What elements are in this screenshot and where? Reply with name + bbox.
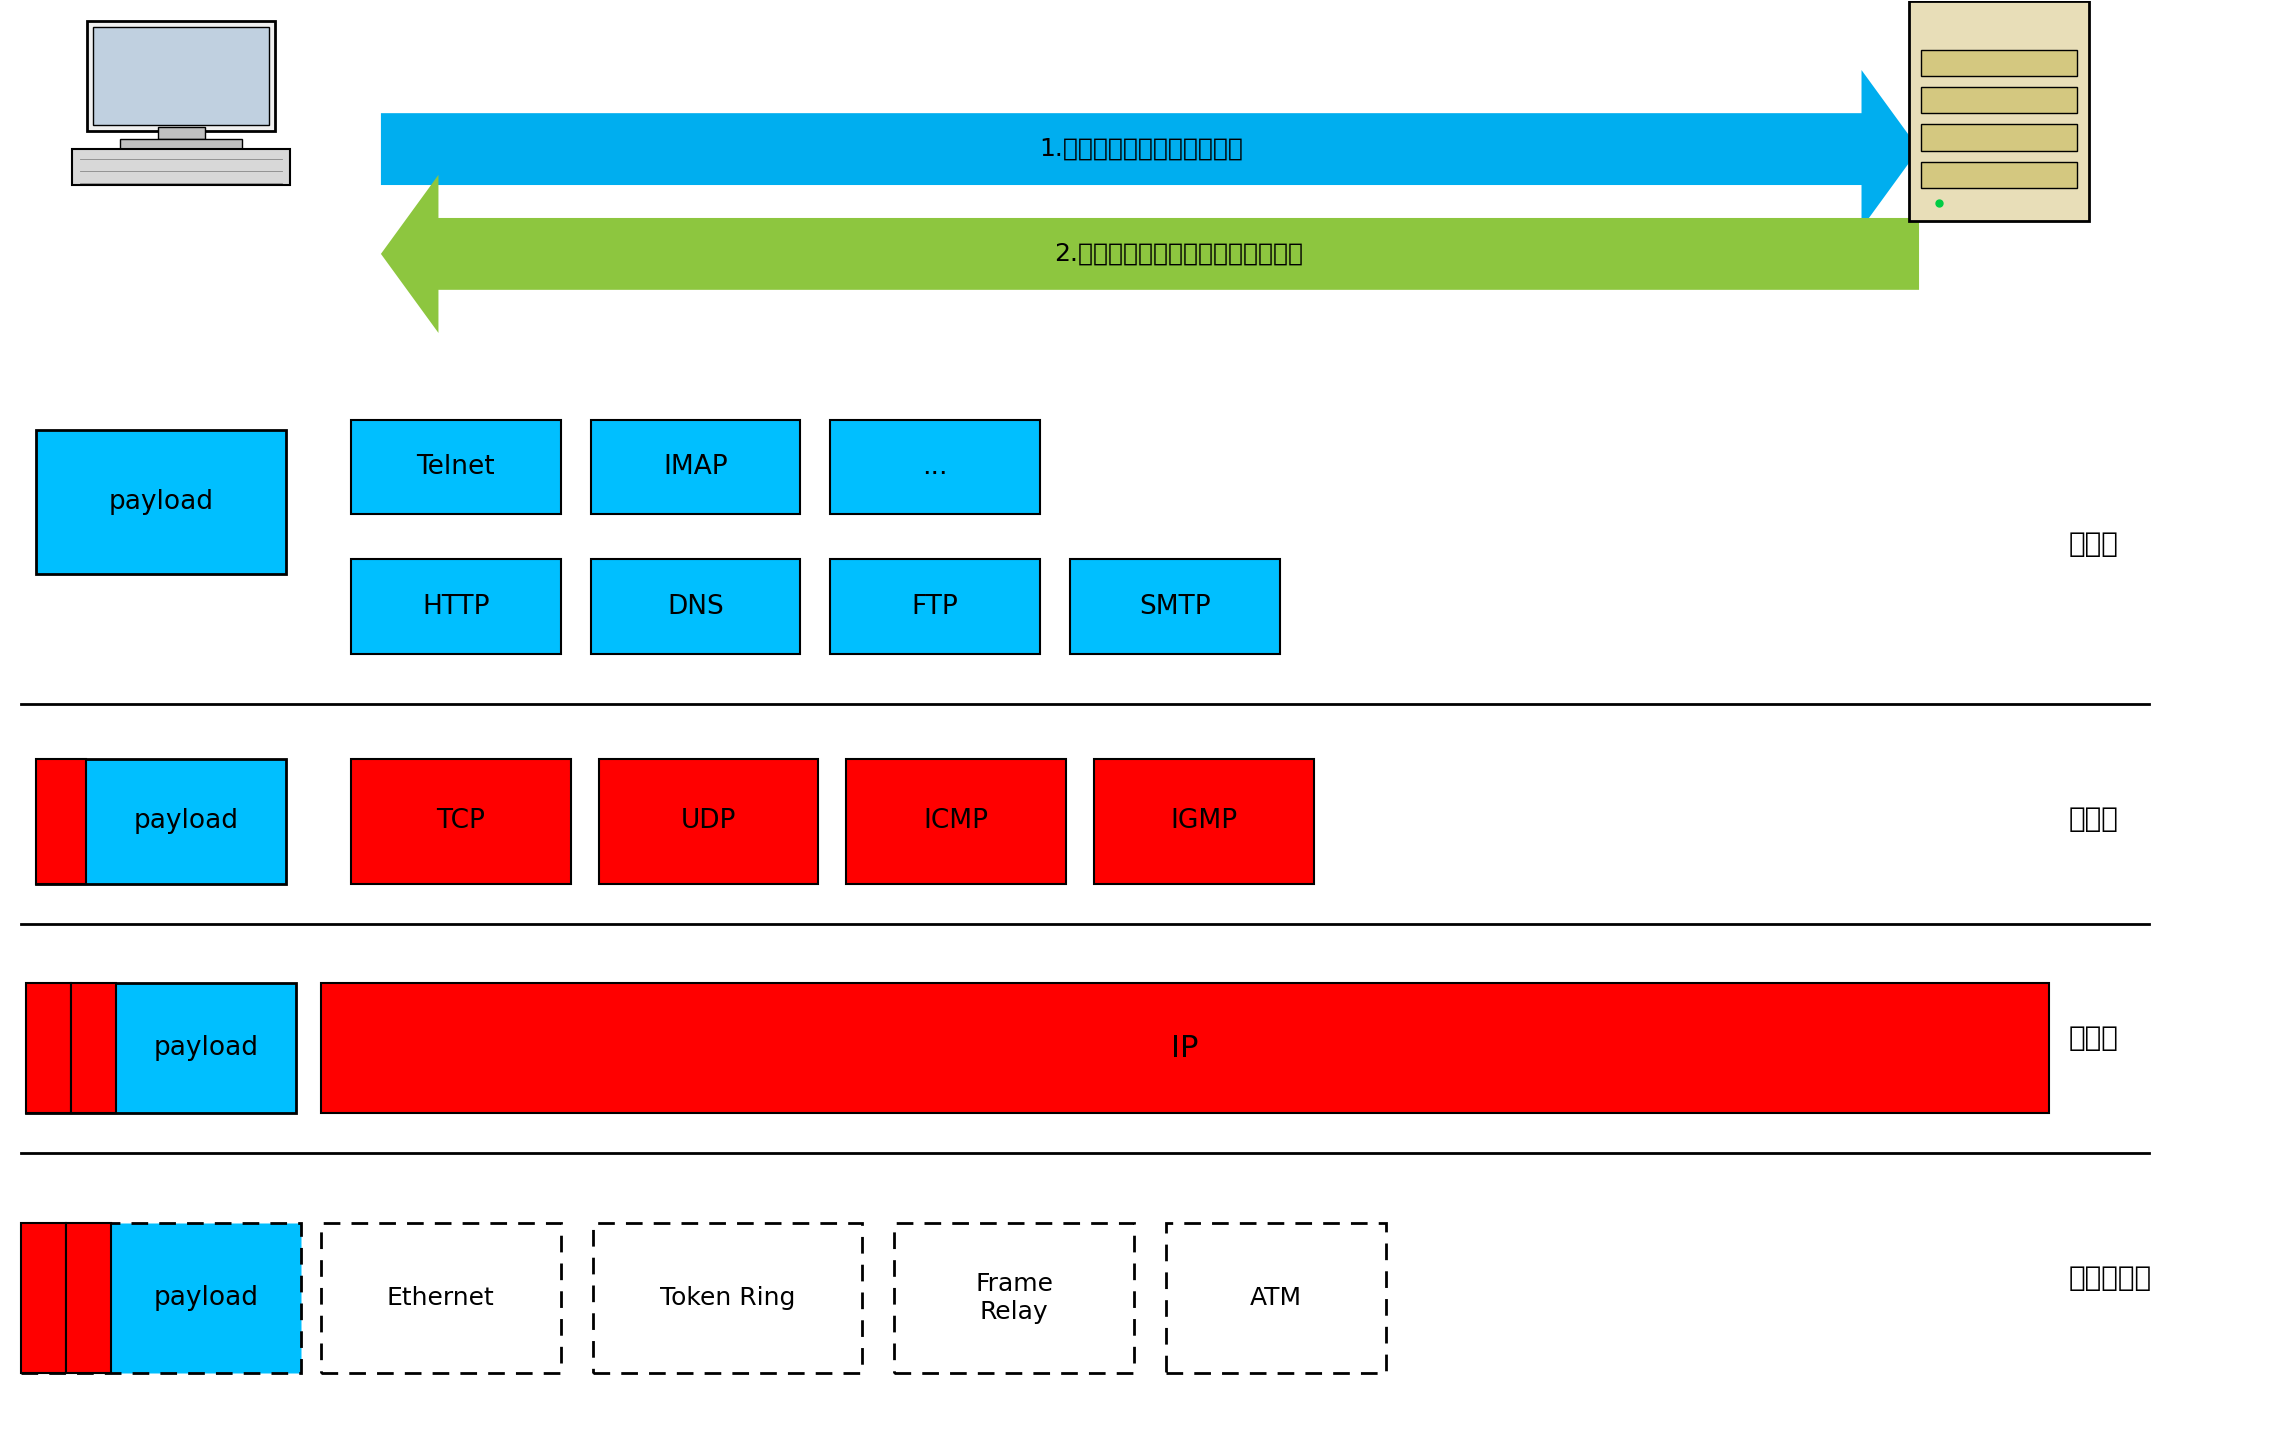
Bar xyxy=(350,420,561,515)
Text: ...: ... xyxy=(922,455,947,480)
Text: HTTP: HTTP xyxy=(423,594,488,619)
Polygon shape xyxy=(382,70,1920,228)
Bar xyxy=(36,759,286,883)
Bar xyxy=(20,1223,66,1372)
Bar xyxy=(86,22,275,130)
Text: SMTP: SMTP xyxy=(1138,594,1211,619)
Bar xyxy=(157,128,204,139)
Bar xyxy=(120,139,243,151)
Bar xyxy=(70,984,116,1113)
Bar xyxy=(1070,559,1279,654)
Text: DNS: DNS xyxy=(668,594,725,619)
Bar xyxy=(27,984,295,1113)
Text: payload: payload xyxy=(154,1285,259,1311)
Text: ATM: ATM xyxy=(1250,1286,1302,1309)
Bar xyxy=(1166,1223,1386,1372)
Text: Telnet: Telnet xyxy=(416,455,495,480)
Text: ICMP: ICMP xyxy=(925,809,988,835)
Text: FTP: FTP xyxy=(911,594,959,619)
Text: 数据链路层: 数据链路层 xyxy=(2070,1263,2152,1292)
Bar xyxy=(591,559,800,654)
Bar xyxy=(66,1223,111,1372)
Bar xyxy=(350,559,561,654)
Bar xyxy=(1922,125,2077,151)
Text: 1.发送探测报文（报文封装）: 1.发送探测报文（报文封装） xyxy=(1038,138,1243,161)
Text: payload: payload xyxy=(134,809,239,835)
Bar xyxy=(591,420,800,515)
Polygon shape xyxy=(382,175,1920,333)
Bar xyxy=(829,559,1041,654)
Bar xyxy=(73,149,291,185)
Bar xyxy=(593,1223,863,1372)
Text: TCP: TCP xyxy=(436,809,486,835)
Text: Frame
Relay: Frame Relay xyxy=(975,1272,1054,1324)
Bar xyxy=(93,27,270,125)
Text: UDP: UDP xyxy=(682,809,736,835)
Bar xyxy=(36,759,86,883)
Bar xyxy=(829,420,1041,515)
Bar xyxy=(350,759,570,883)
Bar xyxy=(847,759,1066,883)
Bar xyxy=(1922,162,2077,188)
Bar xyxy=(1908,1,2088,221)
Bar xyxy=(27,984,70,1113)
Bar xyxy=(320,984,2049,1113)
Text: IGMP: IGMP xyxy=(1170,809,1238,835)
Bar xyxy=(1095,759,1313,883)
Text: 网络层: 网络层 xyxy=(2070,1024,2120,1053)
Text: Ethernet: Ethernet xyxy=(386,1286,495,1309)
Text: IP: IP xyxy=(1172,1034,1200,1063)
Text: 传输层: 传输层 xyxy=(2070,804,2120,833)
Bar xyxy=(320,1223,561,1372)
Bar xyxy=(598,759,818,883)
Text: 应用层: 应用层 xyxy=(2070,531,2120,558)
Text: payload: payload xyxy=(109,489,214,515)
Bar xyxy=(1922,50,2077,76)
Bar xyxy=(1922,87,2077,113)
Text: 2.接收目标响应报文（报文解封装）: 2.接收目标响应报文（报文解封装） xyxy=(1054,242,1304,265)
Bar xyxy=(36,430,286,574)
Bar xyxy=(895,1223,1134,1372)
Bar xyxy=(20,1223,300,1372)
Text: payload: payload xyxy=(154,1035,259,1061)
Text: IMAP: IMAP xyxy=(663,455,727,480)
Text: Token Ring: Token Ring xyxy=(659,1286,795,1309)
